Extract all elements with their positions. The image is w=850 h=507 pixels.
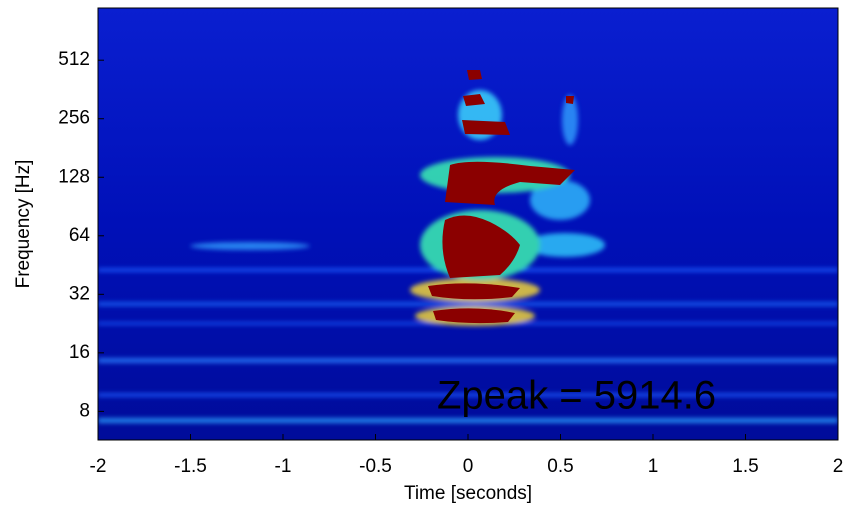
annotation: Zpeak = 5914.6 (437, 374, 716, 418)
x-tick-label: 0 (463, 456, 474, 477)
y-tick-label: 8 (79, 400, 90, 421)
y-axis-label: Frequency [Hz] (13, 160, 34, 289)
y-tick-label: 32 (69, 283, 90, 304)
x-tick-label: -1 (275, 456, 292, 477)
x-tick-label: -2 (90, 456, 107, 477)
x-tick-label: -0.5 (359, 456, 392, 477)
x-tick-label: 1.5 (732, 456, 758, 477)
y-tick-label: 256 (58, 108, 90, 129)
x-tick-label: -1.5 (174, 456, 207, 477)
x-tick-label: 0.5 (547, 456, 573, 477)
x-tick-label: 1 (648, 456, 659, 477)
y-tick-label: 64 (69, 225, 91, 246)
x-axis-label: Time [seconds] (404, 483, 532, 504)
y-tick-label: 128 (58, 166, 90, 187)
y-tick-label: 512 (58, 49, 90, 70)
y-tick-label: 16 (69, 342, 90, 363)
x-tick-label: 2 (833, 456, 844, 477)
heatmap (98, 8, 838, 440)
